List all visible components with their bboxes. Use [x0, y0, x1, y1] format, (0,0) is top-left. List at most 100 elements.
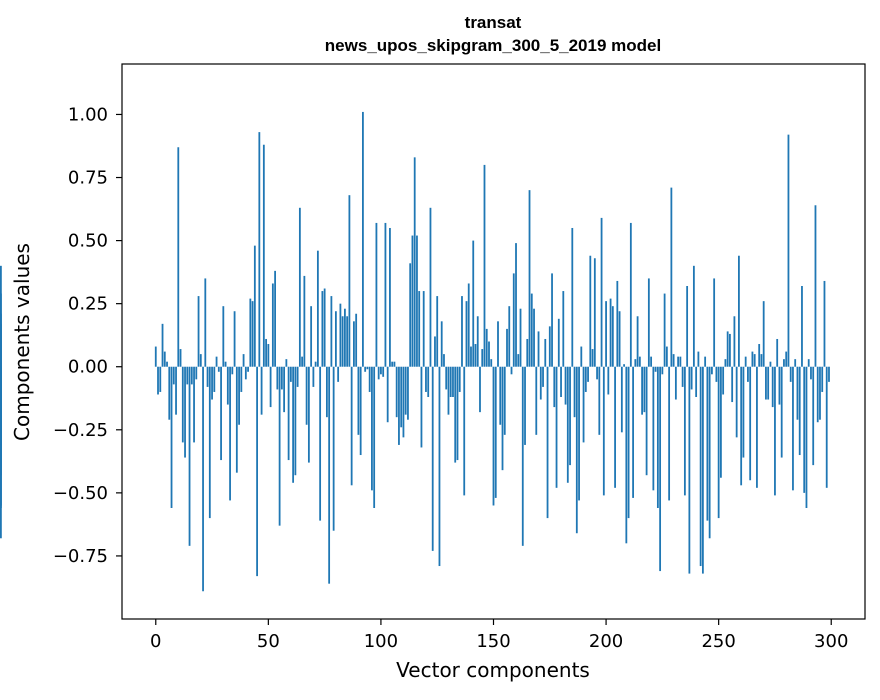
chart-title-line1: transat	[465, 13, 522, 32]
bar-213	[634, 359, 637, 367]
bar-218	[645, 366, 648, 476]
bar-68	[307, 366, 310, 463]
bar-41	[247, 366, 249, 372]
bar-94	[366, 366, 369, 370]
bar-116	[416, 235, 418, 367]
bar-162	[519, 308, 522, 367]
bar-212	[632, 366, 634, 498]
bar-206	[618, 311, 621, 367]
bar-2	[159, 366, 162, 392]
bar-56	[280, 366, 283, 390]
bar-153	[499, 366, 502, 425]
bar-22	[204, 278, 207, 367]
bar-125	[436, 296, 439, 367]
bar-105	[391, 361, 394, 367]
bar-24	[208, 366, 211, 519]
bar-226	[663, 293, 666, 367]
y-tick-label: −0.50	[53, 483, 108, 504]
bar-129	[445, 366, 448, 390]
bar-59	[287, 366, 290, 461]
bar-215	[638, 356, 641, 367]
x-tick-label: 100	[364, 631, 398, 652]
bar-139	[467, 283, 470, 367]
bar-77	[328, 366, 331, 584]
bar-193	[589, 255, 592, 367]
bar-180	[560, 366, 562, 397]
bar-65	[301, 356, 304, 367]
bar-131	[449, 366, 452, 397]
bar-236	[686, 286, 689, 367]
bar-110	[402, 366, 405, 438]
bar-145	[481, 349, 484, 367]
bar-63	[296, 366, 299, 387]
bar-36	[235, 366, 238, 473]
bar-165	[526, 338, 529, 367]
bar-158	[510, 366, 513, 375]
bar-58	[285, 359, 288, 367]
bar-112	[407, 366, 409, 420]
bar-35	[233, 311, 236, 367]
bar-191	[584, 366, 587, 392]
bar-170	[537, 331, 540, 367]
bar-169	[535, 366, 538, 435]
bar-84	[344, 308, 346, 367]
x-tick-label: 250	[701, 631, 735, 652]
bar-127	[440, 321, 443, 367]
bar-214	[636, 316, 639, 367]
y-tick-label: 0.25	[68, 294, 108, 315]
bar-208	[623, 364, 625, 367]
y-tick-label: 1.00	[68, 104, 108, 125]
bar-111	[404, 366, 407, 415]
bar-70	[312, 366, 315, 387]
bar-188	[578, 366, 580, 501]
bar-48	[262, 144, 265, 367]
bar-164	[524, 366, 526, 445]
bar-244	[704, 356, 707, 367]
bar-241	[697, 351, 700, 367]
bar-283	[792, 366, 794, 491]
bar-15	[188, 366, 191, 546]
bar-30	[222, 306, 225, 367]
bar-6	[168, 366, 171, 420]
bar-66	[303, 275, 306, 367]
bar-3	[161, 323, 164, 367]
bar-246	[708, 366, 711, 539]
bar-248	[713, 278, 716, 367]
bar-137	[463, 366, 466, 496]
plot-area-frame	[121, 63, 866, 620]
bar-203	[611, 306, 614, 367]
bar-142	[474, 344, 477, 367]
bar-190	[582, 366, 585, 443]
bar-85	[346, 316, 349, 367]
bar-88	[353, 321, 355, 367]
bar-183	[566, 366, 569, 483]
bar-44	[253, 245, 256, 367]
bar-53	[274, 270, 276, 367]
bar-260	[740, 366, 743, 486]
bar-211	[629, 222, 632, 367]
bar-297	[823, 280, 826, 367]
bar-50	[267, 344, 270, 367]
bar-8	[172, 366, 175, 385]
bar-192	[587, 366, 589, 382]
bar-72	[316, 250, 319, 367]
bar-12	[181, 366, 184, 443]
bar-143	[476, 316, 479, 367]
bar-202	[609, 298, 612, 367]
bar-97	[373, 366, 376, 508]
bar-286	[798, 366, 801, 456]
bar-274	[771, 366, 774, 408]
bar-55	[278, 366, 281, 526]
bar-0	[154, 346, 157, 367]
bar-221	[652, 366, 655, 491]
bar-262	[744, 356, 747, 367]
bar-140	[470, 346, 472, 367]
bar-179	[557, 318, 560, 367]
bar-223	[656, 366, 659, 508]
bar-89	[355, 313, 358, 367]
bar-19	[197, 296, 200, 367]
bar-82	[339, 303, 342, 367]
bar-123	[431, 366, 434, 551]
bar-10	[177, 147, 180, 367]
bar-233	[679, 356, 682, 367]
